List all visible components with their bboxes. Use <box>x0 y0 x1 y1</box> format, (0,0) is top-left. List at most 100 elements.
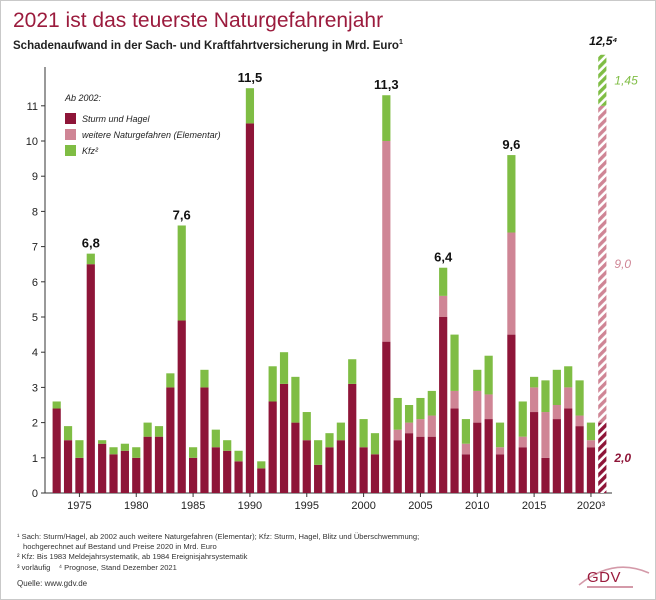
bar-sturm-hagel-2016 <box>541 457 550 493</box>
y-tick-label: 5 <box>32 312 38 324</box>
bar-kfz-1981 <box>143 422 152 437</box>
bar-kfz-1980 <box>132 447 141 458</box>
logo-arc-icon <box>578 566 650 586</box>
bar-sturm-hagel-1997 <box>325 447 334 493</box>
peak-label-1976: 6,8 <box>82 236 100 251</box>
bar-elementar-2016 <box>541 412 550 458</box>
legend-label-0: Sturm und Hagel <box>82 114 151 124</box>
y-tick-label: 4 <box>32 347 38 359</box>
bar-elementar-2012 <box>495 447 505 455</box>
bar-elementar-2006 <box>427 415 436 437</box>
bar-sturm-hagel-1996 <box>314 464 323 493</box>
bar-kfz-2019 <box>575 380 584 416</box>
bar-sturm-hagel-1991 <box>257 468 266 493</box>
bar-sturm-hagel-1995 <box>302 440 311 493</box>
annotations: 6,8 7,6 11,5 11,3 6,4 9,6 12,5⁴ 1,45 9,0 2,0 <box>82 34 638 465</box>
bar-sturm-hagel-2008 <box>450 408 459 493</box>
x-tick-label: 1985 <box>181 500 205 512</box>
bar-sturm-hagel-2002 <box>382 341 391 493</box>
peak-label-2002: 11,3 <box>374 77 399 92</box>
bar-sturm-hagel-2011 <box>484 419 493 493</box>
bar-sturm-hagel-2007 <box>439 317 448 493</box>
bar-elementar-2018 <box>564 387 573 409</box>
logo-text: GDV <box>587 569 622 586</box>
x-tick-label: 1990 <box>238 500 262 512</box>
bar-sturm-hagel-2010 <box>473 422 482 493</box>
bar-kfz-2002 <box>382 95 391 141</box>
bar-kfz-2001 <box>370 433 380 455</box>
bar-sturm-hagel-1985 <box>188 457 198 493</box>
bar-elementar-2003 <box>393 429 402 441</box>
bar-kfz-1994 <box>291 376 300 423</box>
bar-kfz-1986 <box>200 369 209 388</box>
bar-kfz-1989 <box>234 450 243 462</box>
bar-kfz-1977 <box>98 440 107 444</box>
bar-kfz-1997 <box>325 433 334 448</box>
y-tick-label: 2 <box>32 418 38 430</box>
bar-elementar-2010 <box>473 390 482 423</box>
bar-sturm-hagel-1993 <box>279 383 289 493</box>
peak-label-1984: 7,6 <box>173 207 191 222</box>
bar-kfz-2005 <box>416 397 425 420</box>
bar-sturm-hagel-2012 <box>495 454 505 493</box>
chart-subtitle: Schadenaufwand in der Sach- und Kraftfah… <box>13 39 403 52</box>
legend-swatch-1 <box>65 129 76 140</box>
bar-sturm-hagel-1978 <box>109 454 118 493</box>
bar-sturm-hagel-1980 <box>132 457 141 493</box>
bar-elementar-2011 <box>484 394 493 420</box>
bar-kfz-1995 <box>302 412 311 441</box>
x-tick-label: 1995 <box>295 500 319 512</box>
bar-sturm-hagel-2006 <box>427 436 436 493</box>
legend-swatch-2 <box>65 145 76 156</box>
bar-sturm-hagel-2013 <box>507 334 516 493</box>
bar-sturm-hagel-2003 <box>393 440 402 493</box>
y-tick-label: 0 <box>32 488 38 500</box>
bar-sturm-hagel-1981 <box>143 436 152 493</box>
legend-label-2: Kfz² <box>82 146 99 156</box>
bar-sturm-hagel-2009 <box>461 454 471 493</box>
x-tick-label: 1975 <box>67 500 91 512</box>
bar-elementar-2007 <box>439 295 448 317</box>
x-tick-label: 1980 <box>124 500 148 512</box>
bar-elementar-2002 <box>382 141 391 342</box>
bar-sturm-hagel-1992 <box>268 401 277 493</box>
bar-sturm-hagel-1990 <box>245 123 255 494</box>
bar-sturm-hagel-2005 <box>416 436 425 493</box>
bar-sturm-hagel-2018 <box>564 408 573 493</box>
bar-sturm-hagel-1984 <box>177 320 186 493</box>
bar-kfz-1982 <box>154 426 164 437</box>
bars <box>52 54 607 494</box>
bar-kfz-2015 <box>530 376 539 388</box>
x-tick-label: 2015 <box>522 500 546 512</box>
forecast-sturm-label: 2,0 <box>613 451 631 465</box>
bar-kfz-2013 <box>507 155 516 233</box>
bar-sturm-hagel-1976 <box>86 264 95 493</box>
peak-label-2007: 6,4 <box>434 250 453 265</box>
bar-elementar-2009 <box>461 443 471 455</box>
subtitle-footnote-mark: 1 <box>398 39 403 46</box>
bar-kfz-2004 <box>404 405 414 423</box>
bar-sturm-hagel-2001 <box>370 454 380 493</box>
bar-sturm-hagel-1979 <box>120 450 129 493</box>
y-tick-label: 9 <box>32 171 38 183</box>
bar-elementar-2021 <box>598 105 607 423</box>
forecast-total-label: 12,5⁴ <box>589 34 617 48</box>
bar-sturm-hagel-1994 <box>291 422 300 493</box>
bar-sturm-hagel-2017 <box>552 419 561 493</box>
bar-chart: 0 1 2 3 4 5 6 7 8 9 10 11 1975 1980 1985 1990 1995 2000 2… <box>26 34 638 512</box>
bar-kfz-1979 <box>120 443 129 451</box>
bar-kfz-2008 <box>450 334 459 391</box>
bar-sturm-hagel-1982 <box>154 436 164 493</box>
footnote-1: ¹ Sach: Sturm/Hagel, ab 2002 auch weiter… <box>17 532 420 541</box>
source-note: Quelle: www.gdv.de <box>17 579 88 588</box>
bar-sturm-hagel-1999 <box>348 383 357 493</box>
bar-kfz-2006 <box>427 390 436 416</box>
y-tick-label: 3 <box>32 382 38 394</box>
bar-kfz-1976 <box>86 253 95 265</box>
bar-kfz-2000 <box>359 419 368 448</box>
bar-sturm-hagel-1986 <box>200 387 209 493</box>
bar-sturm-hagel-2020 <box>586 447 596 493</box>
legend-label-1: weitere Naturgefahren (Elementar) <box>82 130 221 140</box>
bar-kfz-1992 <box>268 366 277 402</box>
bar-kfz-1998 <box>336 422 345 441</box>
